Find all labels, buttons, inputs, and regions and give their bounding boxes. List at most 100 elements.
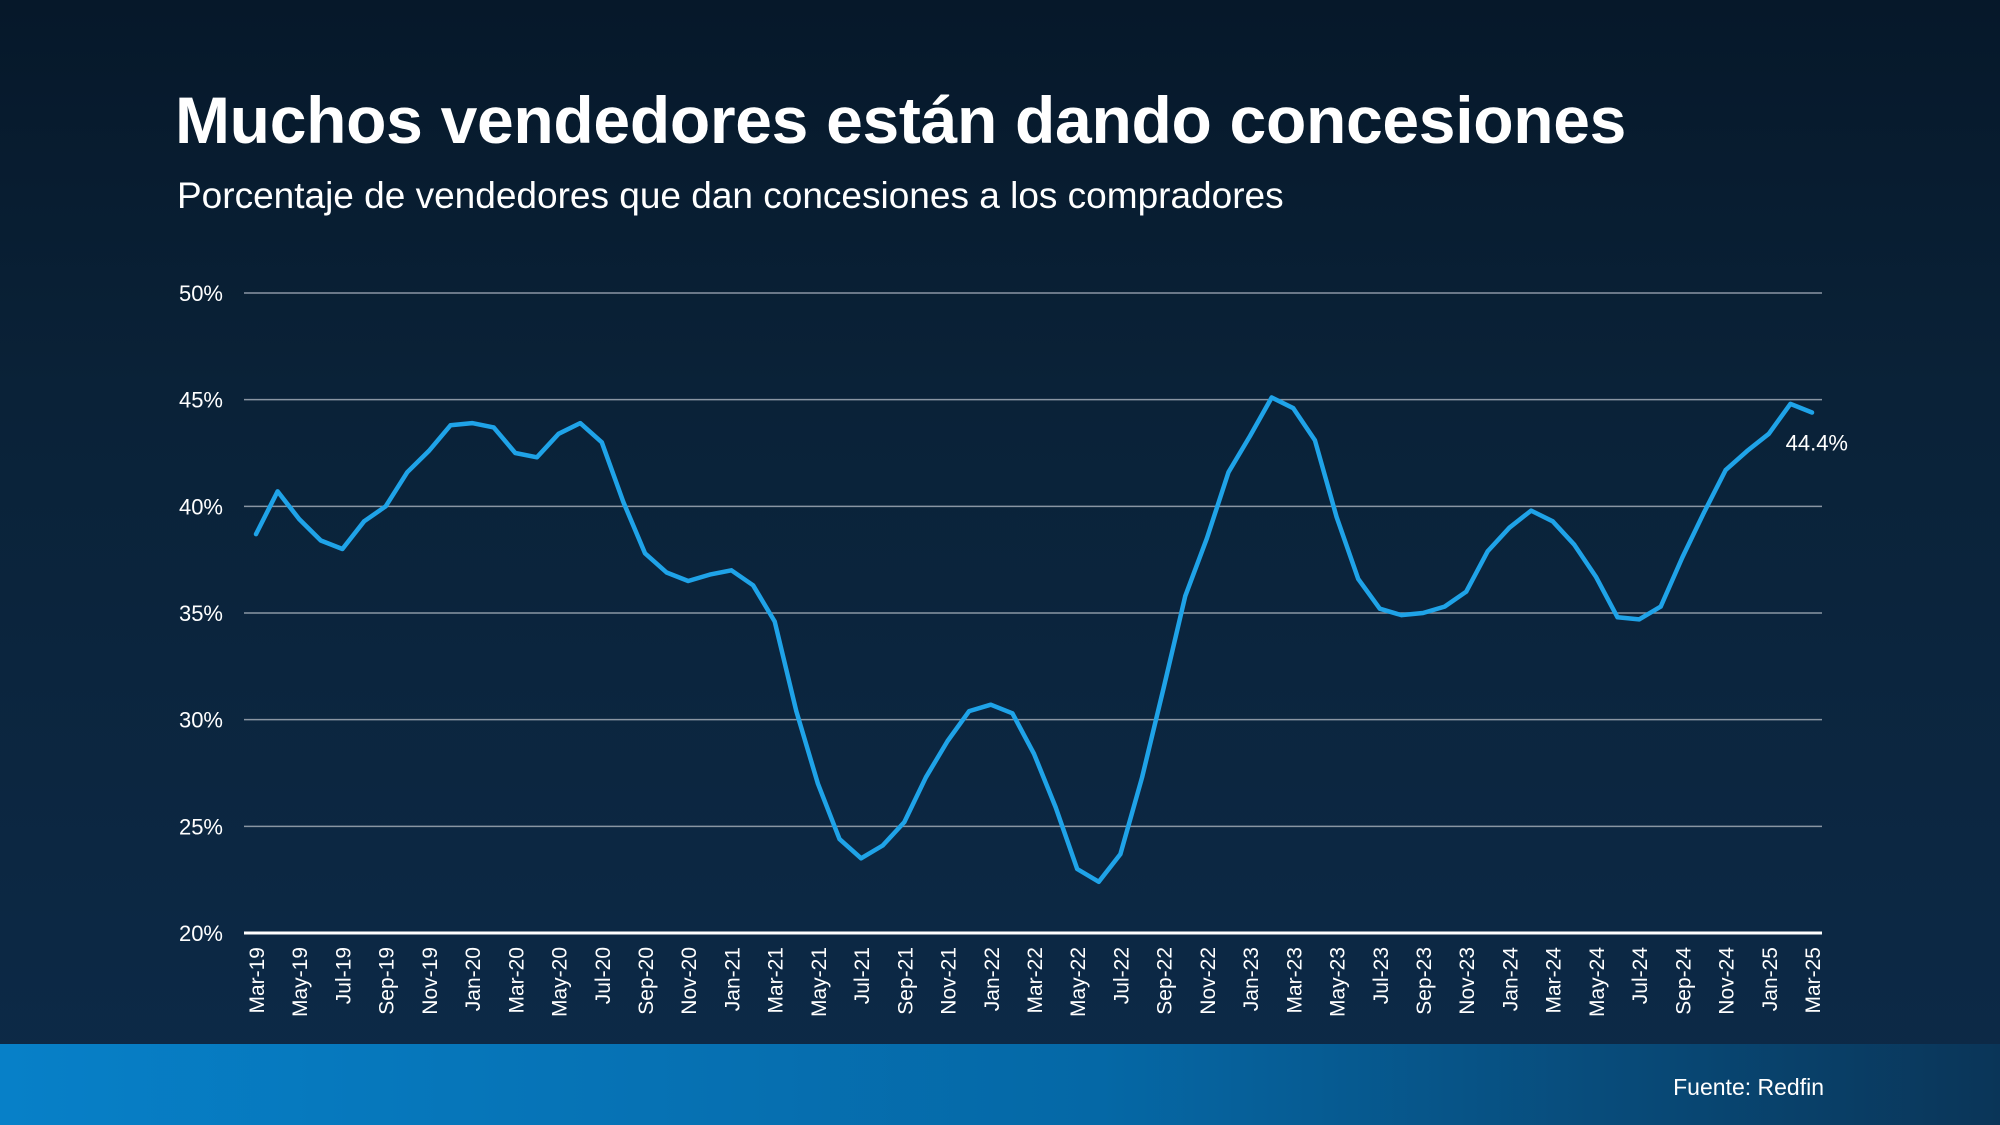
x-tick-label: Jan-25: [1759, 947, 1782, 1011]
data-point: [1269, 395, 1274, 400]
data-point: [275, 489, 280, 494]
data-point: [1075, 867, 1080, 871]
x-tick-label: Jan-24: [1499, 947, 1522, 1012]
line-chart: 20% 25% 30% 35% 40% 45% 50% Mar-19 May-19 Jul-19…: [179, 281, 1848, 1017]
data-point: [1637, 617, 1642, 622]
x-tick-label: Jul-22: [1110, 947, 1133, 1004]
data-point: [1161, 685, 1166, 690]
data-point: [1053, 805, 1058, 810]
data-point: [297, 517, 302, 522]
data-point: [1140, 775, 1145, 780]
chart-title: Muchos vendedores están dando concesione…: [175, 83, 1627, 157]
x-tick-label: Jan-22: [981, 947, 1004, 1011]
x-tick-label: Sep-21: [894, 947, 917, 1015]
x-tick-label: Jul-20: [592, 947, 615, 1004]
x-tick-label: Sep-19: [376, 947, 399, 1015]
series-layer: [253, 395, 1815, 885]
data-point: [1810, 410, 1814, 415]
data-point: [686, 579, 691, 583]
y-tick-label: 50%: [179, 281, 223, 306]
data-point: [621, 500, 626, 505]
gridlines: [244, 292, 1822, 935]
data-point: [1312, 438, 1317, 443]
data-point: [1377, 606, 1382, 611]
x-tick-label: May-19: [289, 947, 312, 1017]
data-point: [1248, 433, 1253, 438]
data-point: [405, 470, 410, 475]
series-line: [253, 395, 1815, 885]
x-tick-label: Nov-20: [678, 947, 701, 1015]
data-point: [513, 451, 518, 455]
footer-bar: Fuente: Redfin: [0, 1044, 2000, 1125]
data-point: [643, 551, 647, 556]
data-point: [448, 423, 453, 428]
y-tick-label: 20%: [179, 921, 223, 946]
x-tick-label: Jan-21: [721, 947, 744, 1011]
x-tick-label: Mar-19: [246, 947, 269, 1014]
data-point: [1226, 470, 1231, 475]
y-tick-label: 25%: [179, 814, 223, 839]
x-tick-label: Jan-23: [1240, 947, 1263, 1011]
data-point: [988, 702, 993, 707]
data-point: [945, 739, 950, 743]
x-tick-label: May-24: [1586, 947, 1609, 1017]
x-tick-label: Sep-23: [1413, 947, 1436, 1015]
data-point: [1399, 613, 1404, 618]
x-tick-label: May-21: [808, 947, 831, 1017]
data-point: [1593, 574, 1598, 579]
x-tick-label: Nov-19: [419, 947, 442, 1015]
data-point: [1788, 401, 1793, 406]
data-point: [1658, 604, 1663, 609]
data-point: [880, 843, 885, 848]
data-point: [815, 781, 820, 786]
x-tick-label: Jul-19: [332, 947, 355, 1004]
x-tick-label: Jan-20: [462, 947, 485, 1011]
x-axis-ticks: Mar-19 May-19 Jul-19 Sep-19 Nov-19 Jan-20 Mar-…: [246, 947, 1825, 1017]
x-tick-label: Mar-22: [1024, 947, 1047, 1014]
data-point: [1118, 852, 1123, 857]
last-value-annotation: 44.4%: [1786, 430, 1848, 455]
source-note: Fuente: Redfin: [1673, 1074, 1824, 1100]
x-tick-label: Sep-20: [635, 947, 658, 1015]
data-point: [772, 619, 777, 624]
x-tick-label: Nov-22: [1197, 947, 1220, 1015]
data-point: [794, 709, 799, 714]
data-point: [534, 455, 539, 460]
data-point: [362, 519, 367, 524]
data-point: [1615, 615, 1620, 620]
chart-subtitle: Porcentaje de vendedores que dan concesi…: [177, 175, 1284, 216]
data-point: [1507, 525, 1512, 530]
data-point: [556, 431, 561, 436]
data-point: [1334, 515, 1339, 519]
data-point: [1183, 593, 1188, 598]
data-point: [491, 425, 496, 430]
data-point: [751, 583, 756, 588]
data-point: [707, 572, 712, 577]
data-point: [318, 538, 323, 543]
data-point: [1421, 611, 1425, 615]
data-point: [1766, 431, 1771, 436]
data-point: [578, 421, 583, 426]
x-tick-label: Mar-25: [1802, 947, 1825, 1014]
data-point: [254, 532, 258, 537]
x-tick-label: Jul-24: [1629, 947, 1652, 1005]
data-point: [1442, 604, 1447, 609]
data-point: [902, 820, 907, 825]
data-point: [664, 570, 669, 575]
data-point: [1529, 508, 1534, 513]
data-point: [383, 504, 388, 509]
y-tick-label: 45%: [179, 388, 223, 413]
data-point: [599, 440, 604, 445]
x-tick-label: Jul-23: [1370, 947, 1393, 1004]
y-tick-label: 35%: [179, 601, 223, 626]
data-point: [923, 775, 928, 780]
x-tick-label: Sep-24: [1672, 947, 1695, 1015]
data-point: [1550, 519, 1555, 524]
data-point: [1572, 542, 1577, 547]
data-point: [1485, 549, 1490, 554]
data-point: [1096, 879, 1101, 884]
y-axis-ticks: 20% 25% 30% 35% 40% 45% 50%: [179, 281, 223, 946]
data-point: [1204, 536, 1209, 541]
x-tick-label: May-23: [1327, 947, 1350, 1017]
data-point: [1680, 555, 1685, 560]
